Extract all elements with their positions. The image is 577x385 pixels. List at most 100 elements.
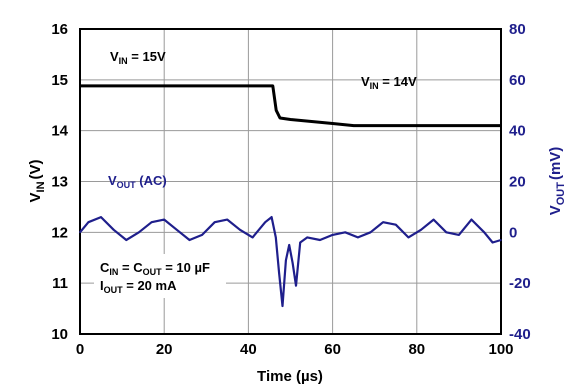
vin-point xyxy=(275,109,278,112)
vout-point xyxy=(150,221,153,223)
y-right-tick-label: -20 xyxy=(509,275,531,292)
x-tick-label: 60 xyxy=(324,341,341,358)
vin-point xyxy=(268,85,271,87)
vout-point xyxy=(275,236,277,239)
ticks-layer: 0 20 40 60 80 100 10 11 12 13 14 15 16 -40 -20 0 20 40 60 8… xyxy=(51,21,530,358)
y-right-tick-label: 0 xyxy=(509,224,517,241)
annotation-vin-15: VIN = 15V xyxy=(110,49,166,66)
vin-point xyxy=(289,118,292,121)
vin-point xyxy=(247,85,250,87)
vout-point xyxy=(483,231,486,234)
vout-point xyxy=(176,229,178,231)
vin-point xyxy=(272,85,274,87)
vin-point xyxy=(121,85,123,87)
vout-point xyxy=(331,234,334,236)
vin-point xyxy=(279,117,281,119)
vout-point xyxy=(226,218,229,221)
vin-point xyxy=(352,124,355,127)
series-vin-line xyxy=(80,84,501,128)
vout-point xyxy=(420,229,422,231)
y-left-axis-label: VIN (V) xyxy=(27,159,47,202)
y-right-tick-label: 80 xyxy=(509,21,526,38)
y-right-tick-label: 60 xyxy=(509,72,526,89)
vout-point xyxy=(407,236,410,239)
vout-point xyxy=(369,231,372,234)
y-right-label-sub: OUT xyxy=(555,182,567,206)
y-left-tick-label: 11 xyxy=(52,275,68,292)
svg-text:VOUT(mV): VOUT (mV) xyxy=(547,147,567,216)
vout-point xyxy=(291,262,294,264)
annotation-load-current: IOUT = 20 mA xyxy=(100,278,177,295)
vin-point xyxy=(416,124,418,127)
vout-point xyxy=(306,236,309,239)
y-left-tick-label: 14 xyxy=(51,123,68,140)
y-left-label-main: V xyxy=(27,192,44,202)
vin-point xyxy=(395,124,397,127)
y-left-tick-label: 10 xyxy=(51,326,68,343)
vout-point xyxy=(188,239,191,241)
vout-point xyxy=(264,221,267,223)
svg-text:VIN(V): VIN (V) xyxy=(27,159,47,202)
vout-point xyxy=(87,221,90,223)
y-left-tick-label: 12 xyxy=(51,224,68,241)
y-right-tick-label: -40 xyxy=(509,326,531,343)
vout-point xyxy=(281,305,284,307)
vin-point xyxy=(310,120,313,123)
plot-frame xyxy=(79,28,502,335)
vout-point xyxy=(500,239,502,241)
vout-point xyxy=(395,223,397,226)
vin-point xyxy=(500,124,502,127)
vin-point xyxy=(437,124,439,127)
y-left-tick-label: 16 xyxy=(51,21,68,38)
x-axis-label: Time (µs) xyxy=(257,368,323,385)
vout-point xyxy=(344,231,347,234)
vin-point xyxy=(100,85,102,87)
vout-point xyxy=(432,218,435,221)
vout-point xyxy=(319,239,321,241)
vout-point xyxy=(125,239,128,241)
annotation-capacitors: CIN = COUT = 10 µF xyxy=(100,260,210,277)
vin-point xyxy=(205,85,208,87)
vout-point xyxy=(213,221,216,223)
y-right-tick-label: 40 xyxy=(509,123,526,140)
x-tick-label: 40 xyxy=(240,341,257,358)
vout-point xyxy=(239,229,241,231)
vout-point xyxy=(470,218,473,221)
vin-point xyxy=(184,85,187,87)
vout-point xyxy=(138,231,140,234)
vin-point xyxy=(331,122,334,125)
y-left-tick-label: 15 xyxy=(51,72,68,89)
vout-point xyxy=(270,216,273,218)
vin-point xyxy=(163,85,165,87)
vout-point xyxy=(299,241,302,244)
y-right-label-main: V xyxy=(547,205,564,215)
vout-point xyxy=(251,236,254,239)
vout-point xyxy=(288,244,291,246)
vout-point xyxy=(445,231,448,234)
vout-point xyxy=(491,241,494,244)
vin-point xyxy=(373,124,376,127)
y-left-label-sub: IN xyxy=(35,181,47,192)
vin-point xyxy=(226,85,229,87)
series-vout-line xyxy=(79,216,502,308)
y-left-tick-label: 13 xyxy=(51,174,68,191)
x-tick-label: 80 xyxy=(408,341,425,358)
vout-point xyxy=(382,221,384,223)
y-left-label-unit: (V) xyxy=(27,159,44,179)
vin-point xyxy=(458,124,460,127)
annotation-vout-ac: VOUT (AC) xyxy=(108,173,167,190)
vout-point xyxy=(285,259,287,262)
vout-point xyxy=(79,231,81,234)
x-tick-label: 0 xyxy=(76,341,84,358)
vout-point xyxy=(112,229,115,231)
y-right-axis-label: VOUT (mV) xyxy=(547,147,567,216)
vout-point xyxy=(357,236,359,239)
vout-point xyxy=(100,216,102,218)
vout-point xyxy=(201,234,203,236)
y-right-label-unit: (mV) xyxy=(547,147,564,180)
vin-point xyxy=(79,85,81,87)
annotation-conditions: CIN = COUT = 10 µF IOUT = 20 mA xyxy=(94,254,226,298)
